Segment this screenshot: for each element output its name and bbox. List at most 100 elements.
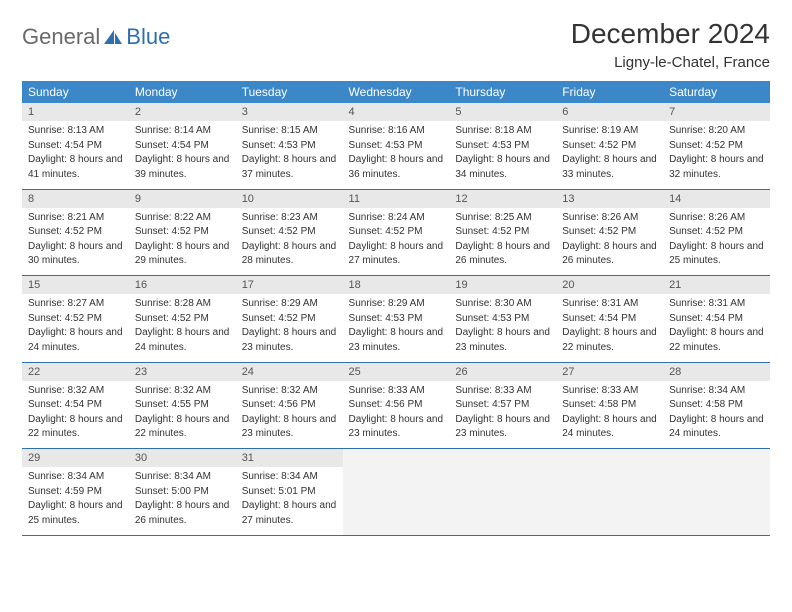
sunset-line: Sunset: 4:52 PM <box>242 312 337 327</box>
sunrise-line: Sunrise: 8:34 AM <box>242 470 337 485</box>
daylight-line: Daylight: 8 hours and 23 minutes. <box>242 413 337 442</box>
weekday-header-row: Sunday Monday Tuesday Wednesday Thursday… <box>22 81 770 103</box>
daylight-line: Daylight: 8 hours and 36 minutes. <box>349 153 444 182</box>
daylight-line: Daylight: 8 hours and 23 minutes. <box>349 326 444 355</box>
sunrise-line: Sunrise: 8:32 AM <box>135 384 230 399</box>
daylight-line: Daylight: 8 hours and 26 minutes. <box>455 240 550 269</box>
day-details: Sunrise: 8:18 AMSunset: 4:53 PMDaylight:… <box>449 121 556 189</box>
sunrise-line: Sunrise: 8:26 AM <box>562 211 657 226</box>
weekday-header: Saturday <box>663 81 770 103</box>
day-number-row: 293031 <box>22 449 770 468</box>
weekday-header: Wednesday <box>343 81 450 103</box>
weekday-header: Tuesday <box>236 81 343 103</box>
day-details <box>556 467 663 535</box>
daylight-line: Daylight: 8 hours and 37 minutes. <box>242 153 337 182</box>
sunrise-line: Sunrise: 8:22 AM <box>135 211 230 226</box>
day-details: Sunrise: 8:30 AMSunset: 4:53 PMDaylight:… <box>449 294 556 362</box>
day-number: 8 <box>22 189 129 208</box>
day-number: 16 <box>129 276 236 295</box>
day-details: Sunrise: 8:24 AMSunset: 4:52 PMDaylight:… <box>343 208 450 276</box>
daylight-line: Daylight: 8 hours and 33 minutes. <box>562 153 657 182</box>
day-details <box>663 467 770 535</box>
day-details: Sunrise: 8:14 AMSunset: 4:54 PMDaylight:… <box>129 121 236 189</box>
daylight-line: Daylight: 8 hours and 22 minutes. <box>562 326 657 355</box>
sunrise-line: Sunrise: 8:21 AM <box>28 211 123 226</box>
daylight-line: Daylight: 8 hours and 26 minutes. <box>135 499 230 528</box>
sunset-line: Sunset: 4:57 PM <box>455 398 550 413</box>
sunrise-line: Sunrise: 8:16 AM <box>349 124 444 139</box>
sunset-line: Sunset: 4:54 PM <box>135 139 230 154</box>
sunset-line: Sunset: 4:53 PM <box>455 312 550 327</box>
sunrise-line: Sunrise: 8:32 AM <box>242 384 337 399</box>
day-number <box>449 449 556 468</box>
weekday-header: Sunday <box>22 81 129 103</box>
day-detail-row: Sunrise: 8:32 AMSunset: 4:54 PMDaylight:… <box>22 381 770 449</box>
day-number: 3 <box>236 103 343 121</box>
day-details <box>449 467 556 535</box>
sunrise-line: Sunrise: 8:18 AM <box>455 124 550 139</box>
daylight-line: Daylight: 8 hours and 32 minutes. <box>669 153 764 182</box>
weekday-header: Friday <box>556 81 663 103</box>
day-number-row: 15161718192021 <box>22 276 770 295</box>
day-number <box>343 449 450 468</box>
sunrise-line: Sunrise: 8:24 AM <box>349 211 444 226</box>
title-block: December 2024 Ligny-le-Chatel, France <box>571 18 770 71</box>
day-details: Sunrise: 8:20 AMSunset: 4:52 PMDaylight:… <box>663 121 770 189</box>
day-details <box>343 467 450 535</box>
daylight-line: Daylight: 8 hours and 39 minutes. <box>135 153 230 182</box>
daylight-line: Daylight: 8 hours and 24 minutes. <box>669 413 764 442</box>
day-number: 20 <box>556 276 663 295</box>
day-number: 26 <box>449 362 556 381</box>
month-title: December 2024 <box>571 18 770 50</box>
day-details: Sunrise: 8:23 AMSunset: 4:52 PMDaylight:… <box>236 208 343 276</box>
day-number: 23 <box>129 362 236 381</box>
day-details: Sunrise: 8:33 AMSunset: 4:56 PMDaylight:… <box>343 381 450 449</box>
day-number: 14 <box>663 189 770 208</box>
day-details: Sunrise: 8:15 AMSunset: 4:53 PMDaylight:… <box>236 121 343 189</box>
daylight-line: Daylight: 8 hours and 27 minutes. <box>242 499 337 528</box>
day-details: Sunrise: 8:34 AMSunset: 4:58 PMDaylight:… <box>663 381 770 449</box>
day-number: 29 <box>22 449 129 468</box>
day-details: Sunrise: 8:22 AMSunset: 4:52 PMDaylight:… <box>129 208 236 276</box>
sunset-line: Sunset: 4:54 PM <box>669 312 764 327</box>
sunset-line: Sunset: 4:58 PM <box>669 398 764 413</box>
day-details: Sunrise: 8:13 AMSunset: 4:54 PMDaylight:… <box>22 121 129 189</box>
sunrise-line: Sunrise: 8:28 AM <box>135 297 230 312</box>
sunrise-line: Sunrise: 8:15 AM <box>242 124 337 139</box>
day-details: Sunrise: 8:34 AMSunset: 4:59 PMDaylight:… <box>22 467 129 535</box>
day-details: Sunrise: 8:34 AMSunset: 5:00 PMDaylight:… <box>129 467 236 535</box>
day-details: Sunrise: 8:29 AMSunset: 4:53 PMDaylight:… <box>343 294 450 362</box>
day-details: Sunrise: 8:25 AMSunset: 4:52 PMDaylight:… <box>449 208 556 276</box>
sunset-line: Sunset: 4:52 PM <box>28 225 123 240</box>
sunset-line: Sunset: 4:52 PM <box>242 225 337 240</box>
sunrise-line: Sunrise: 8:23 AM <box>242 211 337 226</box>
location: Ligny-le-Chatel, France <box>571 54 770 71</box>
daylight-line: Daylight: 8 hours and 22 minutes. <box>28 413 123 442</box>
day-number: 30 <box>129 449 236 468</box>
daylight-line: Daylight: 8 hours and 27 minutes. <box>349 240 444 269</box>
day-number: 2 <box>129 103 236 121</box>
day-number: 4 <box>343 103 450 121</box>
day-number: 25 <box>343 362 450 381</box>
day-number: 18 <box>343 276 450 295</box>
day-details: Sunrise: 8:16 AMSunset: 4:53 PMDaylight:… <box>343 121 450 189</box>
daylight-line: Daylight: 8 hours and 24 minutes. <box>562 413 657 442</box>
day-number-row: 22232425262728 <box>22 362 770 381</box>
sunset-line: Sunset: 5:01 PM <box>242 485 337 500</box>
sunrise-line: Sunrise: 8:31 AM <box>562 297 657 312</box>
daylight-line: Daylight: 8 hours and 24 minutes. <box>135 326 230 355</box>
sunset-line: Sunset: 4:56 PM <box>349 398 444 413</box>
sunrise-line: Sunrise: 8:34 AM <box>135 470 230 485</box>
sunrise-line: Sunrise: 8:25 AM <box>455 211 550 226</box>
sunset-line: Sunset: 4:54 PM <box>562 312 657 327</box>
logo-sail-icon <box>102 28 124 46</box>
sunset-line: Sunset: 4:53 PM <box>349 139 444 154</box>
day-details: Sunrise: 8:19 AMSunset: 4:52 PMDaylight:… <box>556 121 663 189</box>
weekday-header: Thursday <box>449 81 556 103</box>
weekday-header: Monday <box>129 81 236 103</box>
daylight-line: Daylight: 8 hours and 23 minutes. <box>455 326 550 355</box>
day-details: Sunrise: 8:31 AMSunset: 4:54 PMDaylight:… <box>556 294 663 362</box>
daylight-line: Daylight: 8 hours and 22 minutes. <box>669 326 764 355</box>
daylight-line: Daylight: 8 hours and 28 minutes. <box>242 240 337 269</box>
day-number: 9 <box>129 189 236 208</box>
